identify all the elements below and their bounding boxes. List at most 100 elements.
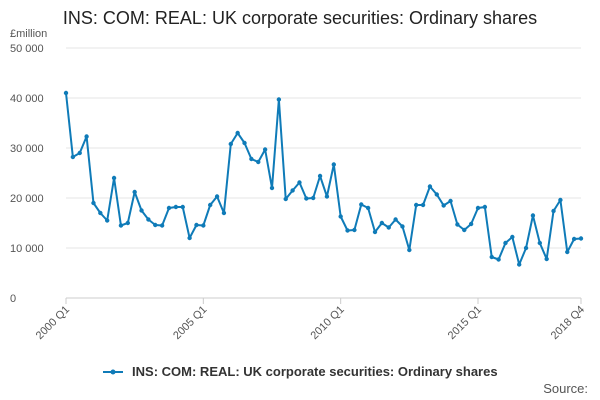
- data-point[interactable]: [345, 228, 350, 233]
- legend-swatch-icon: [102, 365, 124, 380]
- data-point[interactable]: [317, 173, 323, 179]
- source-label: Source:: [543, 381, 588, 396]
- data-point[interactable]: [194, 222, 199, 228]
- data-point[interactable]: [221, 210, 227, 216]
- y-tick-label: 10 000: [10, 243, 44, 255]
- x-tick-label: 2000 Q1: [34, 304, 72, 342]
- data-point[interactable]: [420, 202, 426, 208]
- data-point[interactable]: [475, 205, 481, 211]
- data-point[interactable]: [249, 156, 254, 162]
- data-point[interactable]: [125, 220, 130, 226]
- data-point[interactable]: [372, 229, 378, 235]
- data-point[interactable]: [297, 180, 302, 185]
- data-point[interactable]: [407, 247, 412, 253]
- data-point[interactable]: [208, 202, 213, 208]
- x-tick-label: 2018 Q4: [549, 304, 587, 342]
- data-point[interactable]: [304, 196, 309, 201]
- y-tick-label: 40 000: [10, 93, 44, 105]
- data-point[interactable]: [111, 175, 117, 181]
- data-point[interactable]: [276, 97, 282, 102]
- data-point[interactable]: [578, 236, 584, 241]
- data-point[interactable]: [441, 203, 446, 208]
- data-point[interactable]: [159, 223, 165, 228]
- data-point[interactable]: [414, 202, 419, 208]
- data-point[interactable]: [427, 184, 433, 189]
- series-layer: [63, 90, 584, 267]
- data-point[interactable]: [105, 218, 110, 223]
- data-point[interactable]: [503, 240, 508, 246]
- y-tick-label: 20 000: [10, 193, 44, 205]
- data-point[interactable]: [70, 154, 76, 160]
- data-point[interactable]: [517, 262, 522, 267]
- data-point[interactable]: [166, 205, 172, 211]
- data-point[interactable]: [510, 234, 515, 240]
- data-point[interactable]: [132, 189, 137, 195]
- data-point[interactable]: [214, 194, 220, 199]
- axes: [65, 298, 582, 304]
- y-axis-unit-label: £million: [10, 28, 47, 40]
- data-point[interactable]: [324, 194, 330, 199]
- data-point[interactable]: [118, 223, 124, 228]
- data-point[interactable]: [352, 227, 357, 233]
- series-line: [65, 92, 582, 266]
- data-point[interactable]: [311, 195, 316, 201]
- data-point[interactable]: [482, 204, 488, 210]
- data-point[interactable]: [187, 235, 192, 241]
- x-tick-label: 2010 Q1: [308, 304, 346, 342]
- data-point[interactable]: [153, 222, 158, 228]
- data-point[interactable]: [63, 90, 69, 96]
- x-tick-labels: 2000 Q1 2005 Q1 2010 Q1 2015 Q1 2018 Q4: [34, 304, 587, 342]
- data-point[interactable]: [91, 200, 96, 206]
- data-point[interactable]: [146, 217, 151, 222]
- data-point[interactable]: [365, 205, 371, 211]
- y-tick-label: 50 000: [10, 43, 44, 55]
- data-point[interactable]: [242, 140, 247, 146]
- data-point[interactable]: [283, 196, 288, 202]
- data-point[interactable]: [290, 188, 295, 193]
- data-point[interactable]: [565, 249, 570, 255]
- data-point[interactable]: [468, 221, 474, 227]
- data-point[interactable]: [98, 210, 103, 216]
- data-point[interactable]: [544, 256, 549, 262]
- data-point[interactable]: [269, 185, 275, 191]
- y-tick-labels: 0 10 000 20 000 30 000 40 000 50 000: [10, 43, 44, 305]
- data-point[interactable]: [551, 208, 556, 214]
- data-point[interactable]: [489, 254, 494, 260]
- y-tick-label: 0: [10, 293, 16, 305]
- data-point[interactable]: [379, 220, 385, 226]
- data-point[interactable]: [523, 245, 529, 251]
- data-point[interactable]: [262, 147, 268, 152]
- data-point[interactable]: [571, 236, 577, 242]
- data-point[interactable]: [338, 214, 343, 219]
- data-point[interactable]: [331, 162, 336, 167]
- data-point[interactable]: [173, 204, 179, 210]
- y-tick-label: 30 000: [10, 143, 44, 155]
- gridlines: [66, 47, 581, 299]
- data-point[interactable]: [530, 213, 536, 218]
- data-point[interactable]: [235, 130, 240, 136]
- data-point[interactable]: [462, 227, 467, 233]
- data-point[interactable]: [139, 208, 144, 213]
- data-point[interactable]: [84, 134, 89, 139]
- data-point[interactable]: [455, 222, 460, 227]
- data-point[interactable]: [496, 257, 501, 262]
- data-point[interactable]: [256, 159, 261, 165]
- data-point[interactable]: [228, 141, 233, 147]
- data-point[interactable]: [537, 240, 542, 246]
- x-tick-label: 2005 Q1: [171, 304, 209, 342]
- data-point[interactable]: [393, 217, 398, 222]
- data-point[interactable]: [434, 192, 439, 197]
- data-point[interactable]: [180, 204, 185, 210]
- chart-title: INS: COM: REAL: UK corporate securities:…: [62, 8, 538, 28]
- data-point[interactable]: [558, 197, 563, 203]
- data-point[interactable]: [359, 202, 364, 207]
- data-point[interactable]: [400, 224, 405, 229]
- legend[interactable]: INS: COM: REAL: UK corporate securities:…: [0, 364, 600, 380]
- legend-label: INS: COM: REAL: UK corporate securities:…: [132, 364, 498, 379]
- x-tick-label: 2015 Q1: [446, 304, 484, 342]
- data-point[interactable]: [201, 223, 206, 228]
- data-point[interactable]: [77, 150, 82, 156]
- data-point[interactable]: [448, 198, 453, 204]
- data-point[interactable]: [386, 225, 391, 230]
